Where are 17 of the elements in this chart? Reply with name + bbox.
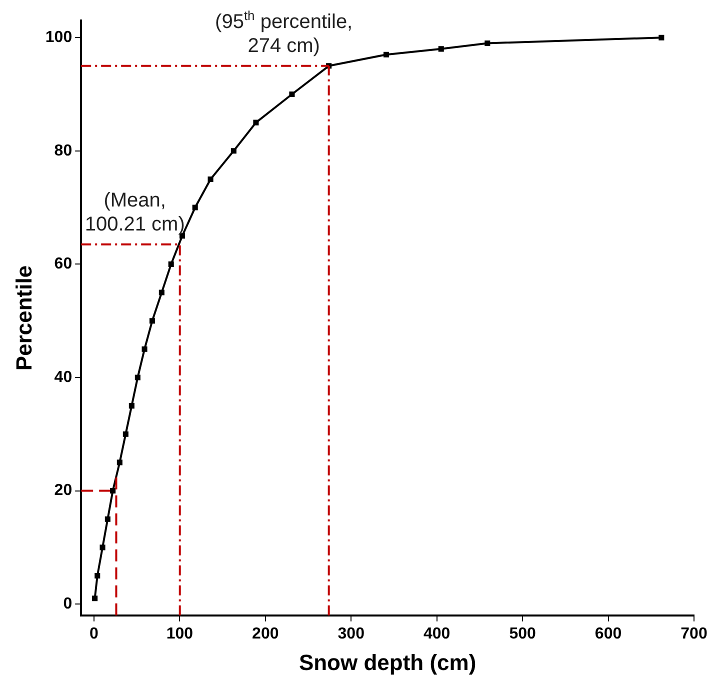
y-tick-label: 80 <box>54 142 72 160</box>
x-tick-label: 700 <box>680 625 708 642</box>
x-tick-label: 100 <box>166 625 194 642</box>
x-tick-label: 600 <box>594 625 622 642</box>
x-tick-label: 300 <box>338 625 365 642</box>
y-tick-label: 100 <box>45 29 72 46</box>
y-tick-label: 0 <box>63 595 72 612</box>
annotation: (Mean, 100.21 cm) <box>84 189 185 236</box>
x-tick-label: 200 <box>252 625 279 642</box>
x-axis-title: Snow depth (cm) <box>298 650 476 675</box>
y-tick-label: 60 <box>54 256 72 273</box>
x-tick-label: 0 <box>90 625 98 642</box>
y-tick-label: 20 <box>54 482 72 500</box>
x-tick-label: 400 <box>423 625 450 642</box>
y-axis-title: Percentile <box>11 265 36 371</box>
x-tick-label: 500 <box>509 625 536 642</box>
y-tick-label: 40 <box>54 368 72 386</box>
